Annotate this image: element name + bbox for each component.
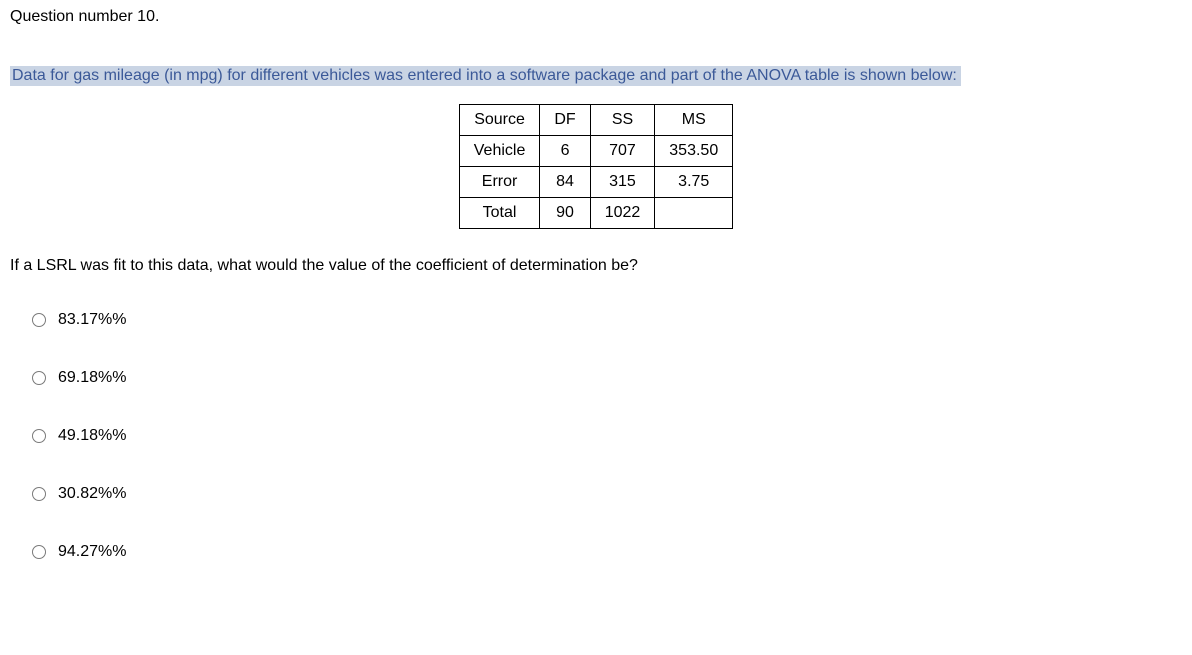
option-row[interactable]: 69.18%% xyxy=(32,369,1182,387)
anova-cell: Total xyxy=(459,198,540,229)
anova-header-row: Source DF SS MS xyxy=(459,105,732,136)
radio-icon[interactable] xyxy=(32,371,46,385)
anova-cell: Error xyxy=(459,167,540,198)
option-row[interactable]: 30.82%% xyxy=(32,485,1182,503)
anova-cell: Vehicle xyxy=(459,136,540,167)
anova-cell: 84 xyxy=(540,167,590,198)
anova-row-total: Total 90 1022 xyxy=(459,198,732,229)
anova-cell: 353.50 xyxy=(655,136,733,167)
anova-cell: 6 xyxy=(540,136,590,167)
anova-cell: 3.75 xyxy=(655,167,733,198)
option-label: 49.18%% xyxy=(58,427,127,445)
option-row[interactable]: 94.27%% xyxy=(32,543,1182,561)
question-number: Question number 10. xyxy=(10,8,1182,26)
radio-icon[interactable] xyxy=(32,545,46,559)
anova-cell: 90 xyxy=(540,198,590,229)
radio-icon[interactable] xyxy=(32,429,46,443)
option-label: 69.18%% xyxy=(58,369,127,387)
anova-cell: 315 xyxy=(590,167,655,198)
anova-cell: 1022 xyxy=(590,198,655,229)
option-label: 94.27%% xyxy=(58,543,127,561)
prompt-highlighted: Data for gas mileage (in mpg) for differ… xyxy=(10,66,961,86)
radio-icon[interactable] xyxy=(32,487,46,501)
option-row[interactable]: 83.17%% xyxy=(32,311,1182,329)
options-group: 83.17%% 69.18%% 49.18%% 30.82%% 94.27%% xyxy=(10,311,1182,561)
radio-icon[interactable] xyxy=(32,313,46,327)
anova-row-error: Error 84 315 3.75 xyxy=(459,167,732,198)
anova-cell: 707 xyxy=(590,136,655,167)
anova-row-vehicle: Vehicle 6 707 353.50 xyxy=(459,136,732,167)
anova-header-ss: SS xyxy=(590,105,655,136)
anova-header-df: DF xyxy=(540,105,590,136)
prompt-row: Data for gas mileage (in mpg) for differ… xyxy=(10,66,1182,104)
option-label: 83.17%% xyxy=(58,311,127,329)
anova-header-ms: MS xyxy=(655,105,733,136)
sub-question: If a LSRL was fit to this data, what wou… xyxy=(10,257,1182,275)
anova-header-source: Source xyxy=(459,105,540,136)
anova-table: Source DF SS MS Vehicle 6 707 353.50 Err… xyxy=(459,104,733,229)
option-row[interactable]: 49.18%% xyxy=(32,427,1182,445)
anova-cell xyxy=(655,198,733,229)
option-label: 30.82%% xyxy=(58,485,127,503)
